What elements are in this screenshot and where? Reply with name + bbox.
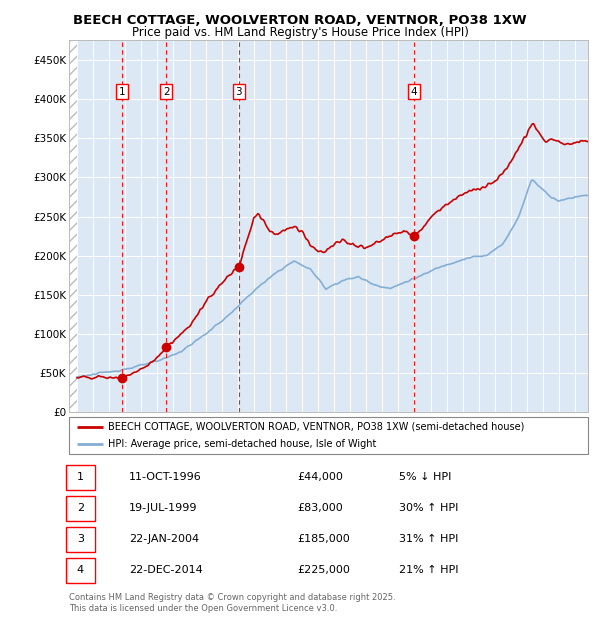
Text: 19-JUL-1999: 19-JUL-1999: [129, 503, 197, 513]
FancyBboxPatch shape: [69, 417, 588, 454]
Text: 1: 1: [77, 472, 84, 482]
Text: £83,000: £83,000: [297, 503, 343, 513]
Text: 3: 3: [235, 87, 242, 97]
Text: 22-JAN-2004: 22-JAN-2004: [129, 534, 199, 544]
Text: 1: 1: [118, 87, 125, 97]
Text: £44,000: £44,000: [297, 472, 343, 482]
Text: Contains HM Land Registry data © Crown copyright and database right 2025.
This d: Contains HM Land Registry data © Crown c…: [69, 593, 395, 613]
Text: 11-OCT-1996: 11-OCT-1996: [129, 472, 202, 482]
Text: Price paid vs. HM Land Registry's House Price Index (HPI): Price paid vs. HM Land Registry's House …: [131, 26, 469, 39]
Text: 22-DEC-2014: 22-DEC-2014: [129, 565, 203, 575]
Text: 4: 4: [77, 565, 84, 575]
Text: 30% ↑ HPI: 30% ↑ HPI: [399, 503, 458, 513]
Text: 3: 3: [77, 534, 84, 544]
Text: 2: 2: [77, 503, 84, 513]
Text: HPI: Average price, semi-detached house, Isle of Wight: HPI: Average price, semi-detached house,…: [108, 439, 376, 449]
Text: 4: 4: [411, 87, 418, 97]
Text: 5% ↓ HPI: 5% ↓ HPI: [399, 472, 451, 482]
Text: £225,000: £225,000: [297, 565, 350, 575]
Text: £185,000: £185,000: [297, 534, 350, 544]
Text: 21% ↑ HPI: 21% ↑ HPI: [399, 565, 458, 575]
Text: 31% ↑ HPI: 31% ↑ HPI: [399, 534, 458, 544]
Text: BEECH COTTAGE, WOOLVERTON ROAD, VENTNOR, PO38 1XW (semi-detached house): BEECH COTTAGE, WOOLVERTON ROAD, VENTNOR,…: [108, 422, 524, 432]
Text: BEECH COTTAGE, WOOLVERTON ROAD, VENTNOR, PO38 1XW: BEECH COTTAGE, WOOLVERTON ROAD, VENTNOR,…: [73, 14, 527, 27]
Text: 2: 2: [163, 87, 170, 97]
